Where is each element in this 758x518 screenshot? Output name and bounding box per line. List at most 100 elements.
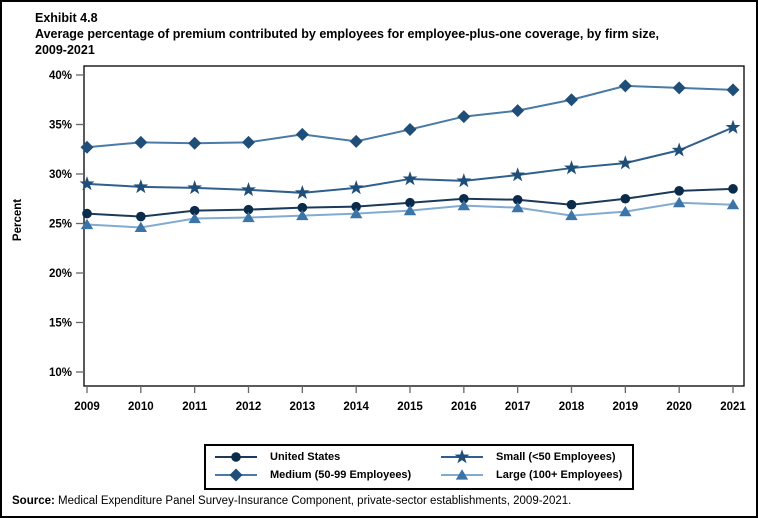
legend-label-united-states: United States	[270, 451, 341, 463]
title-block: Exhibit 4.8 Average percentage of premiu…	[35, 10, 741, 58]
line-chart: 40% 35% 30% 25% 20% 15% 10% 2009 2010 2011 2012 201…	[49, 65, 746, 413]
data-point-small-50-employees	[402, 171, 418, 186]
data-point-medium-50-99-employees	[672, 81, 686, 95]
x-tick-label: 2019	[613, 401, 639, 413]
data-point-medium-50-99-employees	[349, 134, 363, 148]
data-point-medium-50-99-employees	[457, 110, 471, 124]
legend-item-large: Large (100+ Employees)	[440, 466, 622, 484]
x-tick-label: 2021	[720, 401, 746, 413]
data-point-small-50-employees	[133, 179, 149, 194]
source-note: Source: Medical Expenditure Panel Survey…	[12, 495, 571, 507]
y-tick-label: 30%	[49, 169, 72, 181]
x-tick-label: 2010	[128, 401, 154, 413]
data-point-united-states	[459, 193, 469, 204]
data-point-large-100-employees	[457, 199, 471, 211]
legend-label-medium: Medium (50-99 Employees)	[270, 469, 412, 481]
legend-circle-marker-icon	[215, 452, 257, 462]
data-point-united-states	[512, 194, 523, 205]
legend-triangle-marker-icon	[441, 469, 483, 480]
legend-diamond-marker-icon	[215, 468, 257, 482]
y-tick-label: 15%	[49, 318, 72, 330]
chart-title-line2: 2009-2021	[35, 43, 95, 57]
legend-marker-glyph	[229, 468, 243, 482]
data-point-large-100-employees	[726, 198, 740, 210]
data-point-large-100-employees	[242, 211, 255, 223]
data-point-small-50-employees	[294, 185, 310, 200]
x-tick-label: 2018	[559, 401, 585, 413]
data-point-small-50-employees	[725, 119, 741, 134]
data-point-large-100-employees	[80, 218, 94, 230]
data-point-large-100-employees	[349, 207, 363, 219]
data-point-united-states	[136, 211, 146, 222]
data-point-medium-50-99-employees	[726, 83, 740, 97]
data-point-small-50-employees	[456, 173, 472, 188]
data-point-medium-50-99-employees	[242, 135, 255, 149]
data-point-medium-50-99-employees	[80, 140, 94, 154]
data-point-small-50-employees	[348, 180, 364, 195]
data-point-small-50-employees	[510, 167, 526, 182]
series-line-small-50-employees	[86, 126, 734, 194]
x-tick-label: 2020	[666, 401, 692, 413]
data-point-united-states	[243, 204, 254, 215]
legend-star-marker-icon	[441, 449, 483, 464]
x-tick-label: 2011	[182, 401, 208, 413]
y-tick-label: 20%	[49, 268, 72, 280]
legend-item-united-states: United States	[214, 448, 440, 466]
data-point-large-100-employees	[672, 196, 686, 208]
legend-item-medium: Medium (50-99 Employees)	[214, 466, 440, 484]
x-tick-label: 2015	[397, 401, 423, 413]
x-tick-label: 2017	[505, 401, 531, 413]
data-point-large-100-employees	[619, 205, 632, 217]
legend-label-large: Large (100+ Employees)	[496, 469, 623, 481]
y-tick-label: 40%	[49, 70, 72, 82]
y-tick-label: 25%	[49, 219, 72, 231]
data-point-large-100-employees	[296, 209, 309, 221]
data-point-small-50-employees	[79, 176, 95, 191]
data-point-united-states	[82, 208, 92, 219]
legend-item-small: Small (<50 Employees)	[440, 448, 622, 466]
data-point-medium-50-99-employees	[188, 136, 202, 150]
data-point-small-50-employees	[671, 142, 687, 157]
y-tick-label: 35%	[49, 120, 72, 132]
data-point-united-states	[297, 202, 308, 213]
data-point-large-100-employees	[511, 201, 524, 213]
data-point-medium-50-99-employees	[295, 127, 309, 141]
data-point-united-states	[620, 193, 631, 204]
x-tick-label: 2009	[74, 401, 100, 413]
data-point-united-states	[566, 199, 577, 210]
legend-marker-glyph	[231, 452, 241, 462]
series-line-medium-50-99-employees	[86, 84, 734, 149]
data-point-small-50-employees	[187, 180, 203, 195]
legend-marker-glyph	[454, 449, 470, 464]
source-label: Source:	[12, 495, 55, 507]
data-point-united-states	[728, 184, 738, 194]
data-point-large-100-employees	[565, 209, 578, 221]
exhibit-label: Exhibit 4.8	[35, 11, 98, 25]
source-text: Medical Expenditure Panel Survey-Insuran…	[54, 495, 572, 507]
data-point-small-50-employees	[617, 155, 633, 170]
data-point-united-states	[674, 186, 684, 196]
legend-marker-glyph	[455, 469, 469, 480]
data-point-large-100-employees	[134, 221, 148, 233]
data-point-united-states	[405, 197, 415, 208]
data-point-medium-50-99-employees	[618, 79, 632, 93]
data-point-united-states	[351, 201, 361, 212]
data-point-small-50-employees	[241, 182, 256, 197]
plot-frame	[83, 65, 745, 387]
y-tick-label: 10%	[49, 367, 72, 379]
data-point-large-100-employees	[403, 204, 417, 216]
data-point-medium-50-99-employees	[403, 122, 417, 136]
x-tick-label: 2014	[343, 401, 369, 413]
x-tick-label: 2016	[451, 401, 477, 413]
data-point-medium-50-99-employees	[511, 104, 525, 118]
x-tick-label: 2013	[290, 401, 316, 413]
data-point-medium-50-99-employees	[565, 93, 578, 107]
data-point-medium-50-99-employees	[134, 135, 148, 149]
data-point-united-states	[189, 205, 200, 216]
legend-label-small: Small (<50 Employees)	[496, 451, 616, 463]
chart-title: Average percentage of premium contribute…	[35, 26, 741, 58]
chart-title-line1: Average percentage of premium contribute…	[35, 27, 660, 41]
data-point-large-100-employees	[188, 212, 201, 224]
x-tick-label: 2012	[236, 401, 262, 413]
